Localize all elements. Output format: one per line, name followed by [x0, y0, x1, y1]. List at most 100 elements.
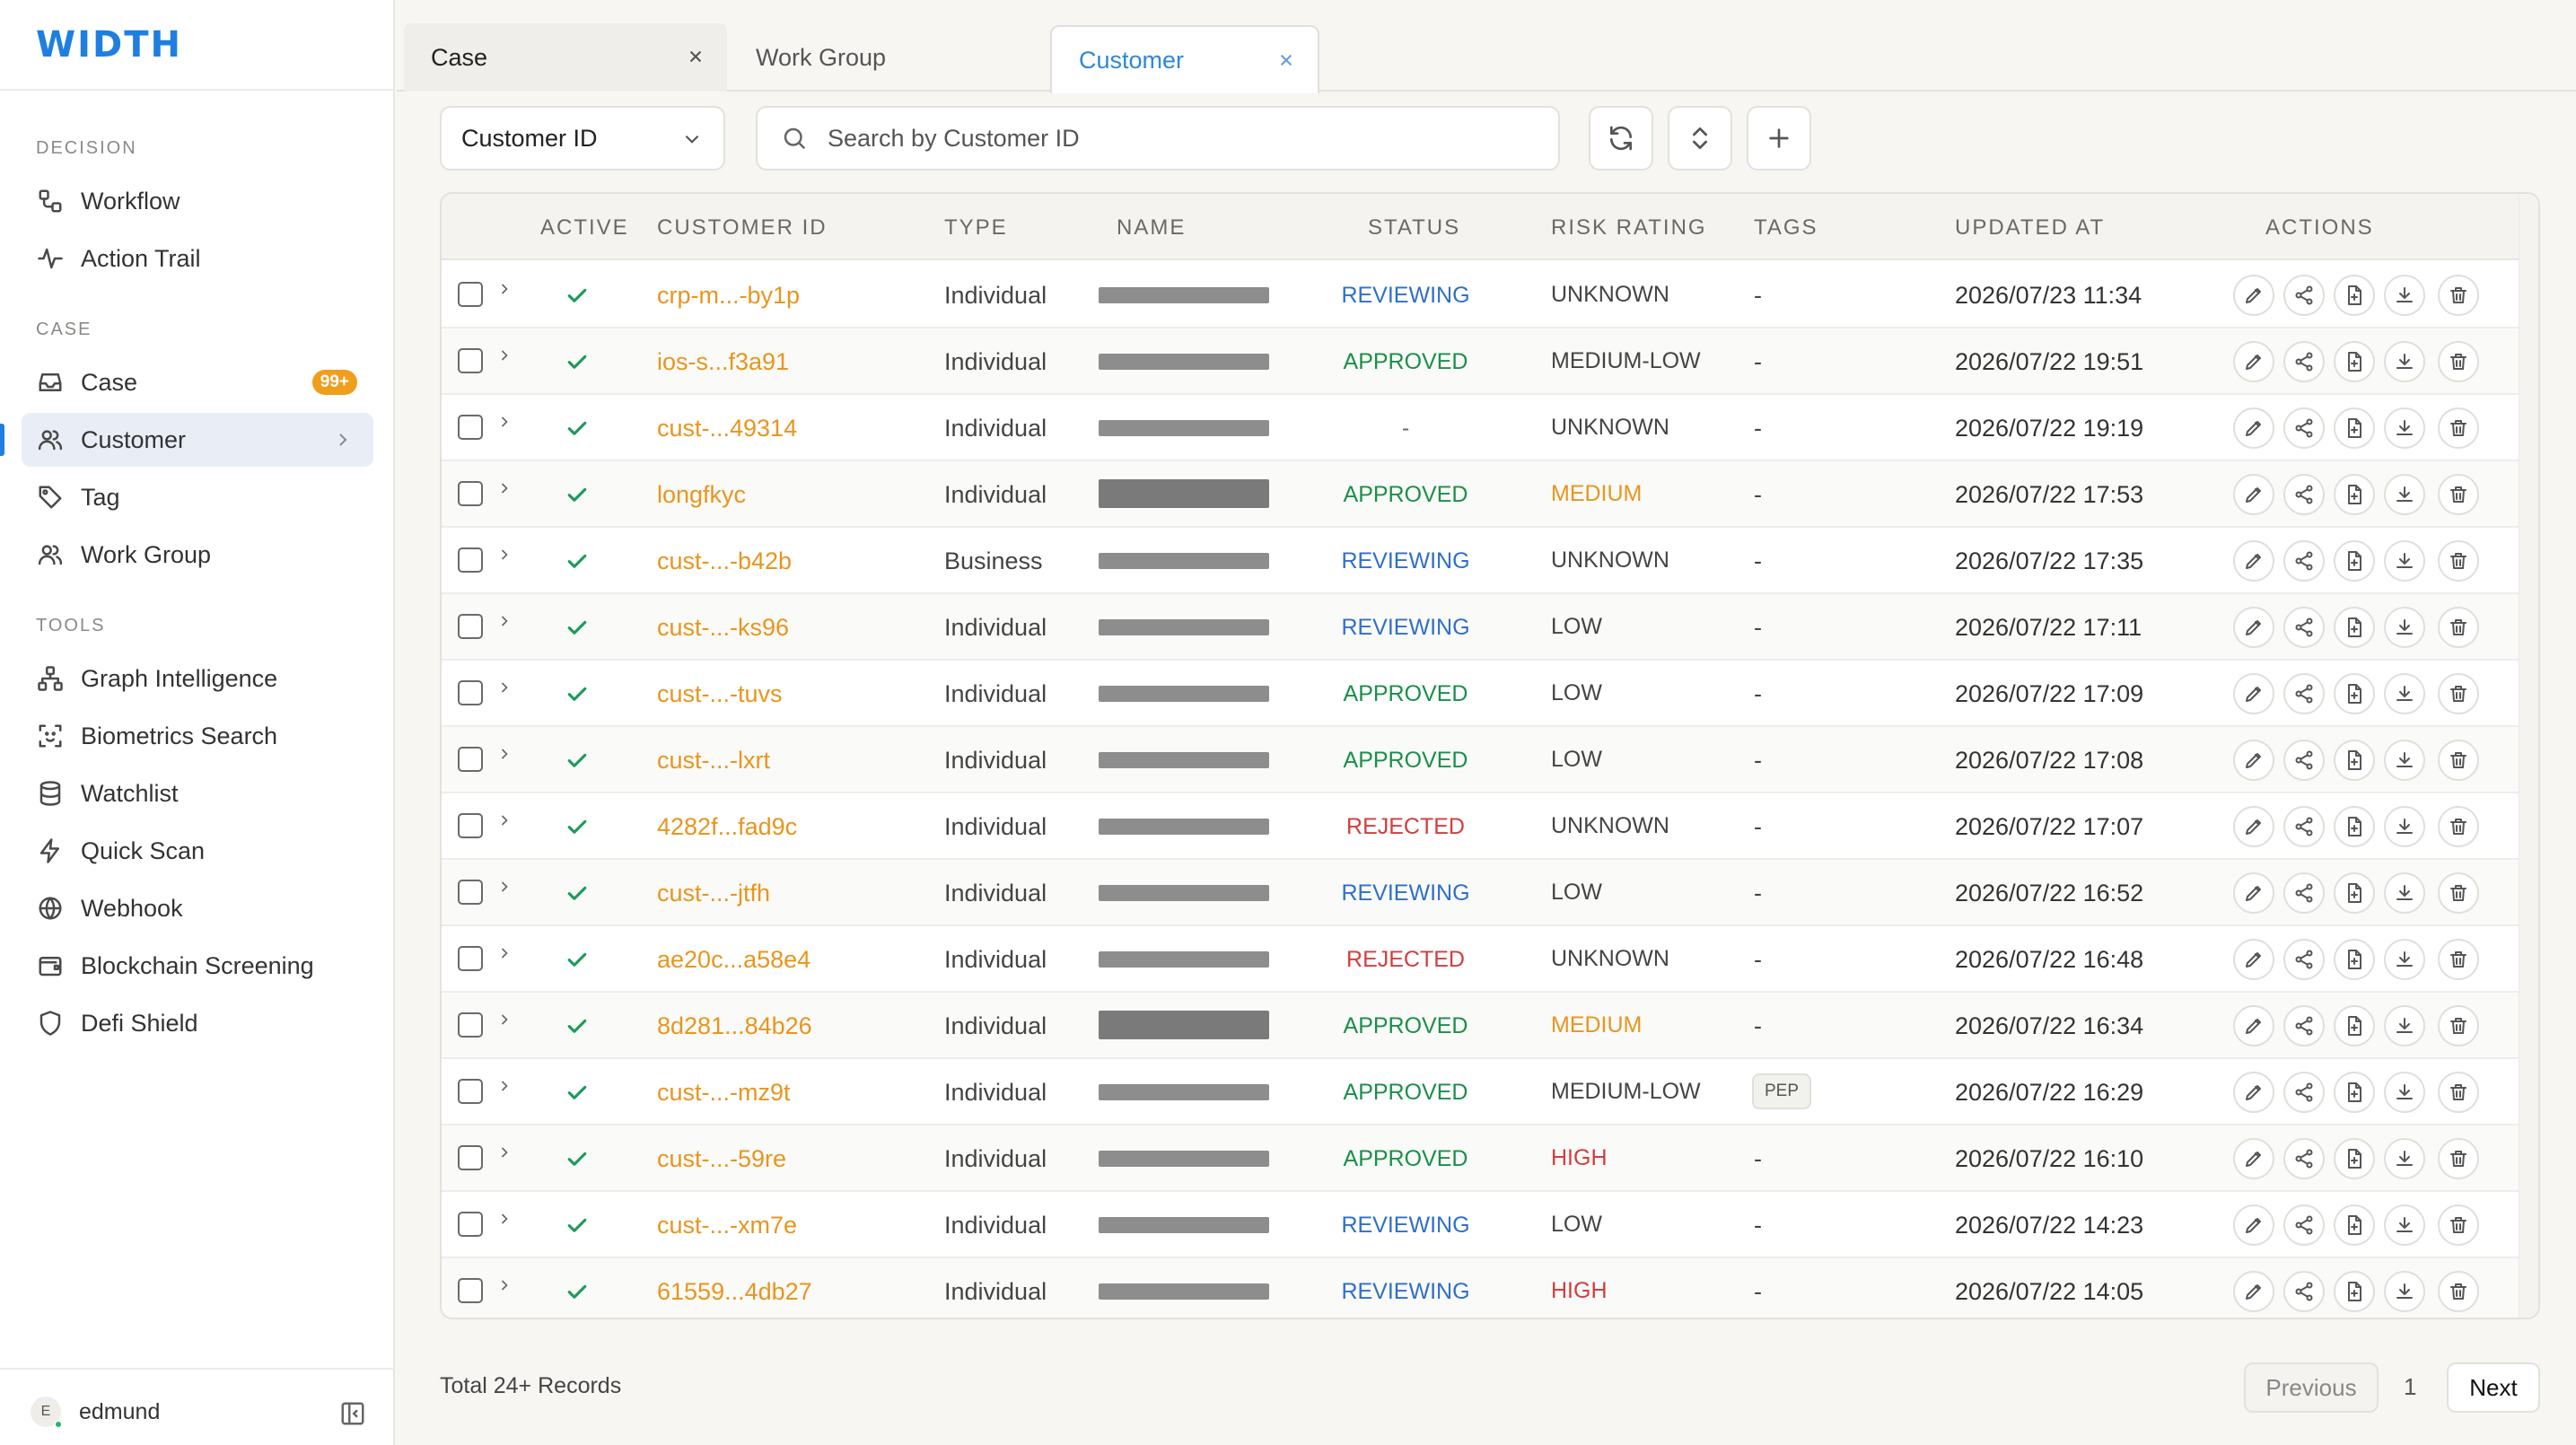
download-button[interactable]: [2384, 872, 2425, 914]
chevron-right-icon[interactable]: [495, 811, 517, 833]
sidebar-item-biometrics-search[interactable]: Biometrics Search: [22, 709, 373, 763]
refresh-button[interactable]: [1589, 106, 1653, 171]
table-row[interactable]: cust-...-mz9t Individual APPROVED MEDIUM-LO…: [442, 1059, 2520, 1125]
table-row[interactable]: cust-...-xm7e Individual REVIEWING LOW - 2026…: [442, 1192, 2520, 1258]
previous-page-button[interactable]: Previous: [2244, 1362, 2379, 1413]
customer-id-link[interactable]: cust-...-59re: [657, 1145, 787, 1172]
edit-button[interactable]: [2233, 1138, 2274, 1179]
edit-button[interactable]: [2233, 740, 2274, 781]
download-button[interactable]: [2384, 275, 2425, 316]
edit-button[interactable]: [2233, 1271, 2274, 1312]
customer-id-link[interactable]: cust-...-ks96: [657, 614, 790, 641]
report-button[interactable]: [2334, 1138, 2375, 1179]
delete-button[interactable]: [2438, 1072, 2479, 1113]
row-checkbox[interactable]: [458, 680, 483, 705]
column-header-updated-at[interactable]: UPDATED AT: [1955, 215, 2106, 240]
row-checkbox[interactable]: [458, 813, 483, 838]
download-button[interactable]: [2384, 341, 2425, 382]
tag-pill[interactable]: PEP: [1752, 1073, 1812, 1109]
customer-id-link[interactable]: ae20c...a58e4: [657, 946, 811, 973]
customer-id-link[interactable]: cust-...-mz9t: [657, 1079, 791, 1106]
download-button[interactable]: [2384, 474, 2425, 515]
report-button[interactable]: [2334, 872, 2375, 914]
report-button[interactable]: [2334, 806, 2375, 847]
report-button[interactable]: [2334, 607, 2375, 648]
row-checkbox[interactable]: [458, 282, 483, 307]
table-row[interactable]: crp-m...-by1p Individual REVIEWING UNKNOWN -…: [442, 262, 2520, 328]
column-header-type[interactable]: TYPE: [944, 215, 1008, 240]
delete-button[interactable]: [2438, 1271, 2479, 1312]
share-button[interactable]: [2283, 1204, 2325, 1246]
column-header-active[interactable]: ACTIVE: [540, 215, 629, 240]
report-button[interactable]: [2334, 673, 2375, 714]
edit-button[interactable]: [2233, 540, 2274, 582]
share-button[interactable]: [2283, 407, 2325, 449]
delete-button[interactable]: [2438, 474, 2479, 515]
edit-button[interactable]: [2233, 1005, 2274, 1047]
close-icon[interactable]: [684, 45, 707, 68]
report-button[interactable]: [2334, 540, 2375, 582]
report-button[interactable]: [2334, 939, 2375, 980]
customer-id-link[interactable]: ios-s...f3a91: [657, 348, 790, 375]
chevron-right-icon[interactable]: [495, 346, 517, 368]
table-row[interactable]: cust-...-b42b Business REVIEWING UNKNOWN - 20…: [442, 528, 2520, 594]
customer-id-link[interactable]: cust-...-tuvs: [657, 680, 783, 707]
share-button[interactable]: [2283, 474, 2325, 515]
chevron-right-icon[interactable]: [495, 1210, 517, 1231]
share-button[interactable]: [2283, 607, 2325, 648]
download-button[interactable]: [2384, 806, 2425, 847]
search-field-select[interactable]: Customer ID: [440, 106, 725, 171]
download-button[interactable]: [2384, 1138, 2425, 1179]
column-header-tags[interactable]: TAGS: [1754, 215, 1818, 240]
sidebar-item-case[interactable]: Case 99+: [22, 355, 373, 409]
report-button[interactable]: [2334, 407, 2375, 449]
report-button[interactable]: [2334, 740, 2375, 781]
download-button[interactable]: [2384, 1005, 2425, 1047]
edit-button[interactable]: [2233, 407, 2274, 449]
table-row[interactable]: 4282f...fad9c Individual REJECTED UNKNOWN - 2…: [442, 793, 2520, 860]
customer-id-link[interactable]: cust-...-jtfh: [657, 880, 771, 906]
share-button[interactable]: [2283, 1072, 2325, 1113]
delete-button[interactable]: [2438, 407, 2479, 449]
table-row[interactable]: cust-...-59re Individual APPROVED HIGH - 2026…: [442, 1125, 2520, 1192]
row-checkbox[interactable]: [458, 880, 483, 905]
delete-button[interactable]: [2438, 1138, 2479, 1179]
column-header-risk-rating[interactable]: RISK RATING: [1551, 215, 1707, 240]
sidebar-item-blockchain-screening[interactable]: Blockchain Screening: [22, 939, 373, 993]
customer-id-link[interactable]: 4282f...fad9c: [657, 813, 798, 840]
column-header-status[interactable]: STATUS: [1368, 215, 1461, 240]
edit-button[interactable]: [2233, 673, 2274, 714]
next-page-button[interactable]: Next: [2447, 1362, 2540, 1413]
tab-case[interactable]: Case: [404, 23, 727, 92]
report-button[interactable]: [2334, 1204, 2375, 1246]
sidebar-item-action-trail[interactable]: Action Trail: [22, 232, 373, 285]
chevron-right-icon[interactable]: [495, 1276, 517, 1298]
column-header-customer-id[interactable]: CUSTOMER ID: [657, 215, 828, 240]
chevron-right-icon[interactable]: [495, 479, 517, 501]
tab-customer[interactable]: Customer: [1050, 25, 1319, 93]
chevron-right-icon[interactable]: [495, 944, 517, 966]
report-button[interactable]: [2334, 1072, 2375, 1113]
chevron-right-icon[interactable]: [495, 1011, 517, 1032]
delete-button[interactable]: [2438, 806, 2479, 847]
delete-button[interactable]: [2438, 1005, 2479, 1047]
download-button[interactable]: [2384, 1271, 2425, 1312]
edit-button[interactable]: [2233, 939, 2274, 980]
edit-button[interactable]: [2233, 872, 2274, 914]
search-input[interactable]: [828, 124, 1546, 153]
add-customer-button[interactable]: [1747, 106, 1811, 171]
chevron-right-icon[interactable]: [495, 546, 517, 567]
row-checkbox[interactable]: [458, 547, 483, 573]
report-button[interactable]: [2334, 1005, 2375, 1047]
download-button[interactable]: [2384, 740, 2425, 781]
customer-id-link[interactable]: cust-...-b42b: [657, 547, 793, 574]
share-button[interactable]: [2283, 740, 2325, 781]
report-button[interactable]: [2334, 1271, 2375, 1312]
table-row[interactable]: cust-...-lxrt Individual APPROVED LOW - 2026/…: [442, 727, 2520, 793]
share-button[interactable]: [2283, 673, 2325, 714]
table-row[interactable]: cust-...-jtfh Individual REVIEWING LOW - 2026…: [442, 860, 2520, 926]
customer-id-link[interactable]: cust-...-lxrt: [657, 747, 770, 774]
sidebar-item-customer[interactable]: Customer: [0, 413, 373, 467]
row-checkbox[interactable]: [458, 1212, 483, 1237]
customer-id-link[interactable]: longfkyc: [657, 481, 747, 508]
